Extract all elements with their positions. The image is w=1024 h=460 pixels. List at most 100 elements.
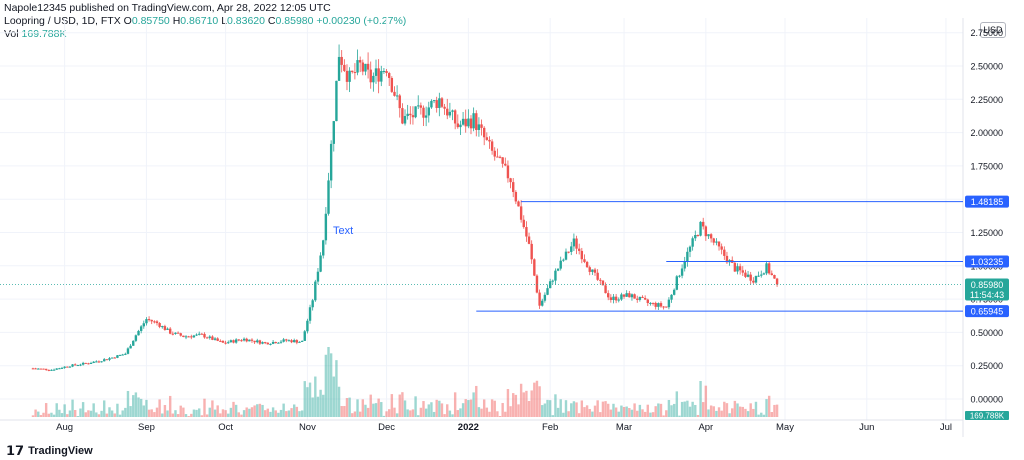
tradingview-logo[interactable]: 𝟭𝟳 TradingView: [6, 443, 93, 459]
volume-line: Vol 169.788K: [4, 28, 406, 41]
volume-bar: [224, 410, 227, 417]
candle-body: [567, 251, 570, 253]
volume-bar: [261, 404, 264, 417]
candle-body: [512, 182, 515, 193]
volume-bar: [229, 407, 233, 417]
volume-bar: [527, 400, 531, 417]
candle-body: [702, 221, 705, 227]
volume-bar: [68, 410, 72, 417]
candle-body: [638, 296, 642, 300]
candle-body: [155, 321, 159, 324]
candle-body: [657, 303, 660, 307]
candle-body: [89, 362, 93, 364]
candle-body: [504, 163, 507, 166]
candle-body: [58, 368, 61, 370]
candle-body: [219, 340, 222, 342]
candle-body: [430, 100, 433, 108]
candle-body: [459, 124, 462, 128]
volume-bar: [163, 405, 167, 417]
volume-bar: [461, 403, 465, 417]
volume-bar: [453, 392, 457, 417]
candle-body: [628, 293, 631, 298]
volume-bar: [498, 416, 502, 417]
candle-body: [234, 339, 238, 343]
volume-bar: [767, 395, 771, 417]
candle-body: [585, 261, 589, 268]
open-value: 0.85750: [131, 15, 170, 27]
last-price-tag: [965, 278, 1009, 301]
volume-bar: [73, 410, 77, 417]
candle-body: [723, 249, 726, 256]
volume-bar: [770, 411, 774, 417]
volume-bar: [760, 412, 763, 417]
volume-bar: [525, 390, 528, 417]
volume-bar: [636, 410, 639, 417]
candle-body: [132, 340, 135, 346]
candle-body: [110, 357, 114, 359]
candle-body: [541, 300, 544, 306]
change-value: +0.00230 (+0.27%): [316, 15, 407, 27]
candle-body: [456, 123, 460, 128]
volume-bar: [79, 408, 82, 417]
candle-body: [361, 62, 365, 72]
volume-bar: [364, 404, 367, 417]
candle-body: [738, 266, 742, 271]
low-label: L: [221, 15, 228, 27]
candle-body: [733, 262, 737, 272]
volume-bar: [585, 405, 589, 417]
volume-bar: [609, 409, 613, 417]
volume-bar: [411, 409, 415, 417]
volume-value: 169.788K: [21, 28, 67, 40]
open-label: O: [123, 15, 132, 27]
volume-bar: [651, 412, 655, 417]
y-tick-label: 2.00000: [970, 128, 1003, 138]
candle-body: [760, 274, 763, 276]
candle-body: [277, 342, 280, 344]
level-price-label: 0.65945: [971, 307, 1004, 317]
volume-bar: [174, 410, 177, 417]
volume-bar: [353, 411, 357, 417]
volume-bar: [612, 403, 615, 417]
last-price-label: 0.85980: [971, 280, 1004, 290]
volume-bar: [300, 410, 304, 417]
volume-bar: [535, 380, 539, 417]
volume-bar: [31, 415, 35, 417]
candle-body: [448, 111, 452, 116]
candle-body: [60, 367, 64, 369]
volume-bar: [385, 411, 388, 417]
volume-bar: [417, 415, 420, 417]
volume-bar: [757, 414, 760, 417]
volume-bar: [274, 410, 277, 417]
volume-bar: [662, 415, 665, 417]
volume-bar: [369, 394, 372, 417]
candle-body: [593, 269, 597, 273]
volume-bar: [39, 415, 43, 417]
candle-body: [337, 56, 341, 81]
volume-bar: [314, 376, 317, 417]
candle-body: [527, 236, 531, 244]
volume-bar: [480, 408, 483, 417]
volume-bar: [293, 404, 296, 417]
volume-bar: [477, 407, 481, 417]
candle-body: [622, 294, 626, 297]
candle-body: [694, 234, 697, 239]
candle-body: [451, 110, 454, 112]
volume-bar: [263, 410, 267, 417]
candle-body: [672, 289, 676, 295]
candle-body: [377, 68, 380, 82]
candle-body: [440, 98, 444, 107]
volume-bar: [696, 414, 700, 417]
volume-bar: [538, 386, 541, 417]
currency-button[interactable]: USD: [980, 22, 1006, 38]
volume-bar: [646, 404, 649, 417]
volume-bar: [168, 395, 172, 417]
candle-body: [100, 361, 103, 363]
volume-bar: [232, 401, 235, 417]
volume-bar: [546, 399, 549, 417]
level-price-label: 1.48185: [971, 197, 1004, 207]
volume-bar: [322, 394, 325, 417]
volume-bar: [366, 407, 370, 417]
candle-body: [245, 338, 248, 342]
candle-body: [607, 293, 610, 298]
